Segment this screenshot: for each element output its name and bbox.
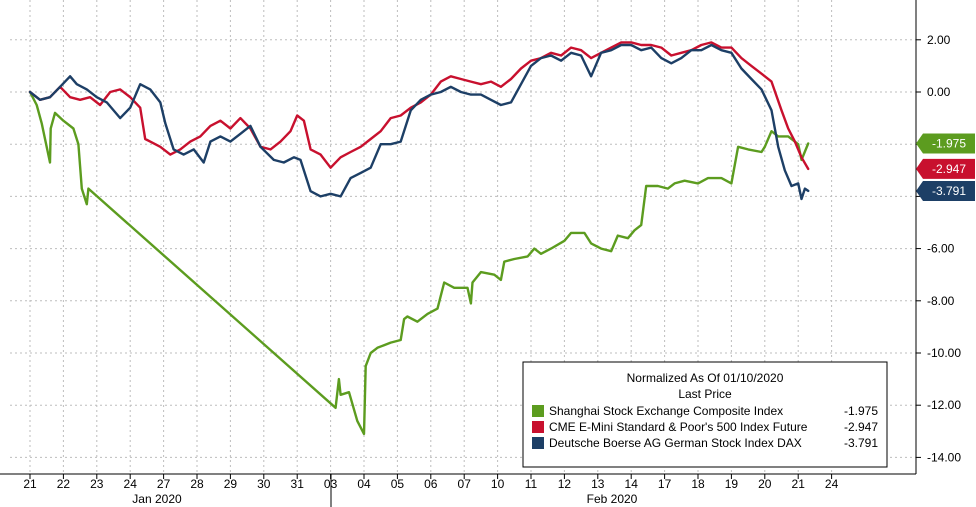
legend-label-shanghai: Shanghai Stock Exchange Composite Index xyxy=(549,404,783,418)
y-tick-label: -6.00 xyxy=(927,242,955,256)
legend-label-sp500: CME E-Mini Standard & Poor's 500 Index F… xyxy=(549,420,808,434)
legend-label-dax: Deutsche Boerse AG German Stock Index DA… xyxy=(549,436,802,450)
x-tick-label: 24 xyxy=(825,477,839,491)
y-tick-label: -12.00 xyxy=(927,398,961,412)
x-tick-label: 14 xyxy=(625,477,639,491)
x-tick-label: 18 xyxy=(691,477,705,491)
x-tick-label: 20 xyxy=(758,477,772,491)
legend-swatch-shanghai xyxy=(532,405,544,417)
x-tick-label: 13 xyxy=(591,477,605,491)
legend-value-shanghai: -1.975 xyxy=(844,404,878,418)
last-value-layer: -1.975 -2.947 -3.791 xyxy=(916,133,975,201)
y-tick-label: 2.00 xyxy=(927,33,951,47)
y-tick-label: -8.00 xyxy=(927,294,955,308)
last-value-dax: -3.791 xyxy=(916,180,975,201)
series-line-shanghai xyxy=(28,90,810,436)
x-tick-label: 17 xyxy=(658,477,672,491)
y-tick-label: -10.00 xyxy=(927,346,961,360)
x-tick-label: 07 xyxy=(458,477,472,491)
month-label-feb: Feb 2020 xyxy=(587,492,638,506)
series-layer xyxy=(28,41,810,436)
last-value-text: -1.975 xyxy=(932,137,966,151)
x-tick-label: 12 xyxy=(558,477,572,491)
x-tick-label: 21 xyxy=(23,477,37,491)
x-tick-label: 30 xyxy=(257,477,271,491)
x-tick-label: 28 xyxy=(190,477,204,491)
x-tick-label: 06 xyxy=(424,477,438,491)
x-tick-label: 27 xyxy=(157,477,171,491)
x-tick-label: 24 xyxy=(124,477,138,491)
last-value-sp500: -2.947 xyxy=(916,158,975,179)
series-line-dax xyxy=(28,43,810,201)
legend-value-dax: -3.791 xyxy=(844,436,878,450)
month-label-jan: Jan 2020 xyxy=(132,492,182,506)
y-tick-label: 0.00 xyxy=(927,85,951,99)
last-value-shanghai: -1.975 xyxy=(916,133,975,154)
x-tick-label: 04 xyxy=(357,477,371,491)
x-tick-label: 31 xyxy=(291,477,305,491)
x-tick-label: 21 xyxy=(792,477,806,491)
x-tick-label: 11 xyxy=(525,477,538,491)
legend-swatch-dax xyxy=(532,437,544,449)
x-tick-label: 23 xyxy=(90,477,104,491)
legend-box xyxy=(522,361,888,468)
last-value-tag xyxy=(916,158,975,179)
last-value-text: -3.791 xyxy=(932,184,966,198)
legend: Normalized As Of 01/10/2020 Last Price S… xyxy=(522,361,888,468)
legend-title-line2: Last Price xyxy=(678,387,732,401)
series-line-sp500 xyxy=(28,41,810,171)
x-tick-label: 22 xyxy=(57,477,71,491)
last-value-text: -2.947 xyxy=(932,162,966,176)
legend-title-line1: Normalized As Of 01/10/2020 xyxy=(627,371,784,385)
legend-swatch-sp500 xyxy=(532,421,544,433)
x-tick-label: 19 xyxy=(725,477,739,491)
last-value-tag xyxy=(916,180,975,201)
last-value-tag xyxy=(916,133,975,154)
x-tick-label: 05 xyxy=(391,477,405,491)
x-tick-label: 10 xyxy=(491,477,505,491)
x-tick-label: 29 xyxy=(224,477,238,491)
y-tick-label: -14.00 xyxy=(927,450,961,464)
legend-value-sp500: -2.947 xyxy=(844,420,878,434)
